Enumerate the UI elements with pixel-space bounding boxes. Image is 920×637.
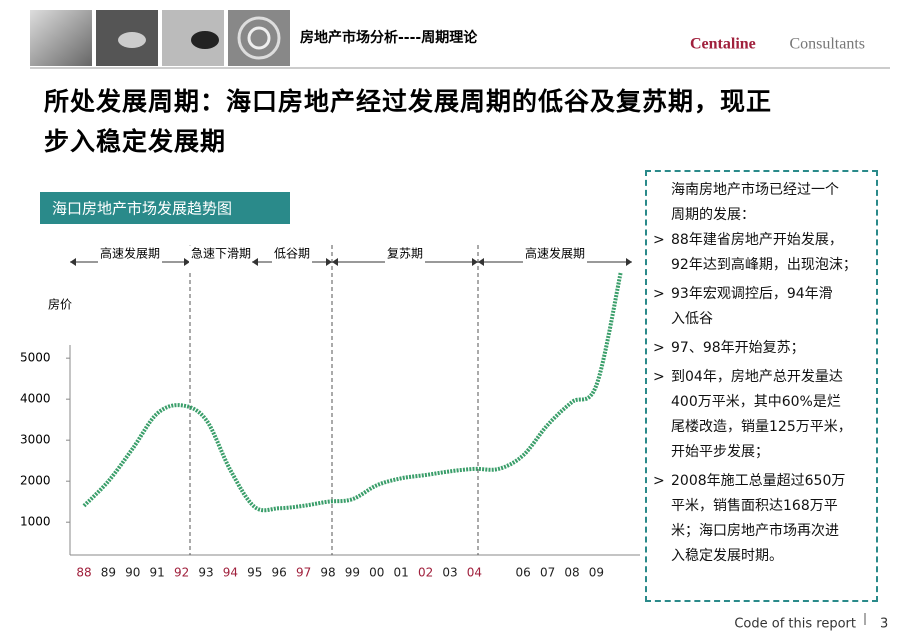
item-text: 2008年施工总量超过650万 xyxy=(671,473,846,489)
x-tick-label: 01 xyxy=(394,566,409,580)
item-line: >97、98年开始复苏； xyxy=(653,336,872,361)
x-tick-label: 88 xyxy=(76,566,91,580)
chart-title-box xyxy=(40,192,290,224)
phase-label: 高速发展期 xyxy=(525,246,585,261)
bullet: > xyxy=(653,286,665,302)
x-tick-label: 95 xyxy=(247,566,262,580)
stone xyxy=(118,32,146,48)
thumb xyxy=(30,10,92,66)
stone xyxy=(191,31,219,49)
header-title: 房地产市场分析----周期理论 xyxy=(300,29,478,46)
x-tick-label: 04 xyxy=(467,566,482,580)
x-tick-label: 99 xyxy=(345,566,360,580)
bullet: > xyxy=(653,232,665,248)
item-text: 入低谷 xyxy=(671,311,713,327)
heading: 所处发展周期：海口房地产经过发展周期的低谷及复苏期，现正 xyxy=(44,87,773,116)
x-tick-label: 98 xyxy=(320,566,335,580)
item-line: >88年建省房地产开始发展， xyxy=(653,228,872,253)
ring xyxy=(247,26,271,50)
y-tick-label: 4000 xyxy=(20,392,51,406)
label-bg xyxy=(271,246,313,271)
label-bg xyxy=(384,246,426,271)
x-tick-label: 07 xyxy=(540,566,555,580)
item-line: 平米，销售面积达168万平 xyxy=(653,494,872,519)
x-tick-label: 90 xyxy=(125,566,140,580)
item-text: 开始平步发展； xyxy=(671,444,769,460)
item-line: >93年宏观调控后，94年滑 xyxy=(653,282,872,307)
page-number: 3 xyxy=(880,617,888,632)
item-text: 92年达到高峰期，出现泡沫； xyxy=(671,257,857,273)
x-tick-label: 00 xyxy=(369,566,384,580)
y-tick-label: 2000 xyxy=(20,474,51,488)
x-tick-label: 02 xyxy=(418,566,433,580)
item-text: 入稳定发展时期。 xyxy=(671,548,783,564)
item-line: 92年达到高峰期，出现泡沫； xyxy=(653,253,872,278)
y-tick-label: 3000 xyxy=(20,433,51,447)
item-line: 尾楼改造，销量125万平米， xyxy=(653,415,872,440)
sidebar: 海南房地产市场已经过一个 周期的发展： >88年建省房地产开始发展， 92年达到高峰期… xyxy=(645,170,878,602)
chart-title: 海口房地产市场发展趋势图 xyxy=(52,200,232,218)
phase-label: 高速发展期 xyxy=(100,246,160,261)
price-line xyxy=(82,271,623,513)
x-tick-label: 89 xyxy=(101,566,116,580)
brand: Consultants xyxy=(789,36,865,53)
phase-label: 低谷期 xyxy=(274,247,310,261)
bullet: > xyxy=(653,369,665,385)
x-tick-label: 97 xyxy=(296,566,311,580)
x-tick-label: 08 xyxy=(564,566,579,580)
intro-line: 海南房地产市场已经过一个 xyxy=(671,182,839,198)
bullet: > xyxy=(653,340,665,356)
item-text: 平米，销售面积达168万平 xyxy=(671,498,838,514)
x-tick-label: 03 xyxy=(442,566,457,580)
item-text: 93年宏观调控后，94年滑 xyxy=(671,286,833,302)
x-tick-label: 09 xyxy=(589,566,604,580)
y-tick-label: 5000 xyxy=(20,351,51,365)
item-text: 尾楼改造，销量125万平米， xyxy=(671,419,852,435)
phase-label: 复苏期 xyxy=(387,247,423,261)
y-axis-label: 房价 xyxy=(48,297,72,312)
label-bg xyxy=(188,245,254,271)
label-bg xyxy=(97,245,163,271)
item-line: >2008年施工总量超过650万 xyxy=(653,469,872,494)
item-line: 米；海口房地产市场再次进 xyxy=(653,519,872,544)
item-line: 400万平米，其中60%是烂 xyxy=(653,390,872,415)
x-tick-label: 91 xyxy=(150,566,165,580)
x-tick-label: 93 xyxy=(198,566,213,580)
ring xyxy=(237,16,281,60)
item-line: 开始平步发展； xyxy=(653,440,872,465)
x-tick-label: 96 xyxy=(272,566,287,580)
bullet: > xyxy=(653,473,665,489)
x-tick-label: 92 xyxy=(174,566,189,580)
item-text: 米；海口房地产市场再次进 xyxy=(671,523,839,539)
footer-text: Code of this report xyxy=(734,617,856,632)
x-tick-label: 06 xyxy=(516,566,531,580)
item-text: 到04年，房地产总开发量达 xyxy=(671,369,843,385)
item-line: 入低谷 xyxy=(653,307,872,332)
brand: Centaline xyxy=(690,36,756,53)
intro-line: 周期的发展： xyxy=(671,207,755,223)
item-line: 入稳定发展时期。 xyxy=(653,544,872,569)
item-text: 400万平米，其中60%是烂 xyxy=(671,394,841,410)
item-text: 97、98年开始复苏； xyxy=(671,340,805,356)
x-tick-label: 94 xyxy=(223,566,238,580)
item-text: 88年建省房地产开始发展， xyxy=(671,232,843,248)
y-tick-label: 1000 xyxy=(20,515,51,529)
item-line: > 到04年，房地产总开发量达 xyxy=(653,365,872,390)
phase-label: 急速下滑期 xyxy=(191,246,251,261)
label-bg xyxy=(522,245,588,271)
heading: 步入稳定发展期 xyxy=(44,127,227,156)
